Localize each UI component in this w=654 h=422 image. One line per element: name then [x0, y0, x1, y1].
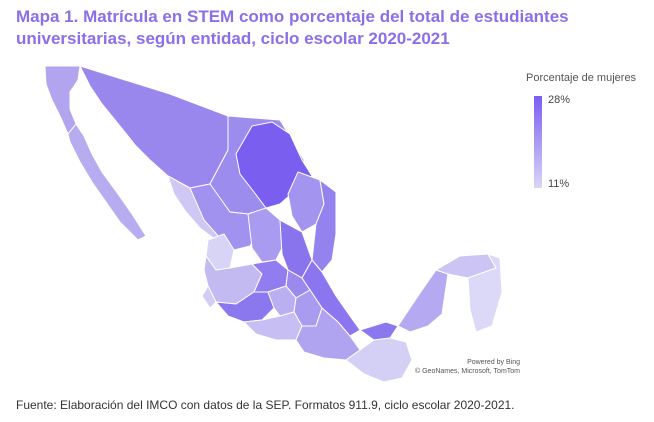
source-note: Fuente: Elaboración del IMCO con datos d…: [16, 398, 515, 412]
attribution-credits: © GeoNames, Microsoft, TomTom: [415, 368, 520, 375]
region-baja-california[interactable]: [44, 65, 81, 135]
map-svg: [44, 65, 503, 383]
attribution-powered-by: Powered by Bing: [467, 359, 520, 366]
region-campeche[interactable]: [397, 269, 449, 333]
map-title: Mapa 1. Matrícula en STEM como porcentaj…: [16, 7, 569, 48]
region-sonora[interactable]: [79, 65, 229, 189]
region-chiapas[interactable]: [345, 337, 413, 383]
legend-min-label: 11%: [548, 178, 570, 190]
map-attribution: Powered by Bing © GeoNames, Microsoft, T…: [410, 358, 520, 376]
region-oaxaca[interactable]: [295, 307, 361, 361]
region-zacatecas[interactable]: [247, 207, 287, 263]
legend-max-label: 28%: [548, 94, 571, 106]
region-tabasco[interactable]: [358, 321, 399, 341]
region-quintana-roo[interactable]: [467, 253, 503, 333]
mexico-choropleth-map[interactable]: [40, 64, 520, 384]
region-colima[interactable]: [201, 284, 217, 309]
legend-title: Porcentaje de mujeres: [526, 72, 637, 84]
map-legend: Porcentaje de mujeres 28% 11%: [526, 72, 646, 190]
region-baja-california-sur[interactable]: [67, 123, 147, 241]
legend-color-scale: [534, 96, 542, 188]
